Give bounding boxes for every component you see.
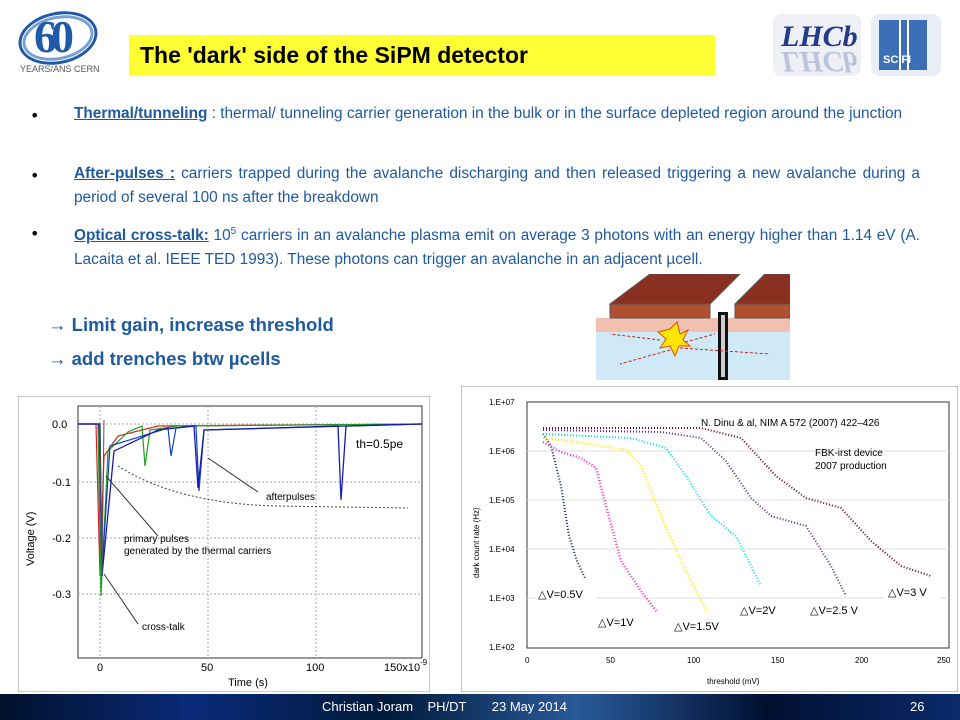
bullet-dot: • [30, 166, 40, 185]
scifi-logo: SC FI [871, 14, 941, 76]
dark-count-plot: 1.E+07 1.E+06 1.E+05 1.E+04 1.E+03 1.E+0… [461, 386, 958, 692]
afterpulse-oscilloscope-plot: 0.0 -0.1 -0.2 -0.3 0 50 100 150x10 -9 Ti… [18, 396, 430, 692]
ytick-label: 1.E+02 [489, 643, 515, 652]
photon-path [679, 347, 771, 355]
cell-side-right [734, 303, 790, 319]
series-label-2.5V: △V=2.5 V [810, 605, 859, 617]
photon-path [684, 333, 716, 343]
reference-citation: N. Dinu & al, NIM A 572 (2007) 422–426 [701, 418, 880, 429]
ytick-label: 1.E+06 [489, 447, 515, 456]
series-label-3V: △V=3 V [888, 587, 927, 599]
device-label: FBK-irst device [815, 448, 883, 459]
bullet-text: carriers in an avalanche plasma emit on … [74, 227, 920, 269]
annotation-crosstalk: cross-talk [142, 622, 186, 633]
bullet-text: carriers trapped during the avalanche di… [74, 165, 920, 206]
trench-fill [721, 315, 725, 377]
xtick-label: 50 [201, 662, 213, 674]
y-axis-label: dark count rate (Hz) [472, 507, 481, 578]
bullet-text: : thermal/ tunneling carrier generation … [207, 105, 903, 122]
arrow-crosstalk [103, 573, 139, 625]
xtick-exponent: -9 [420, 658, 428, 667]
footer-author: Christian Joram [322, 699, 414, 714]
term-afterpulses: After-pulses : [74, 165, 176, 182]
curve-3V [543, 427, 932, 577]
term-thermal: Thermal/tunneling [74, 105, 208, 122]
xtick-label: 50 [606, 656, 615, 665]
trench-diagram [590, 274, 790, 380]
footer-dept: PH/DT [427, 699, 467, 714]
avalanche-burst [656, 321, 692, 358]
ytick-label: 1.E+04 [489, 545, 515, 554]
page-number: 26 [910, 699, 925, 714]
xtick-label: 200 [855, 656, 869, 665]
annotation-afterpulses: afterpulses [266, 492, 315, 503]
bullet-afterpulses: After-pulses : carriers trapped during t… [74, 162, 920, 210]
curve-1.5V [542, 436, 710, 613]
trace-crosstalk [99, 419, 105, 575]
conclusion-gain: → Limit gain, increase threshold [48, 314, 334, 335]
footer-info: Christian Joram PH/DT 23 May 2014 [322, 699, 567, 714]
conclusion-trenches: → add trenches btw µcells [48, 348, 281, 369]
ytick-label: -0.1 [52, 477, 71, 489]
series-label-2V: △V=2V [740, 605, 776, 617]
ytick-label: -0.2 [52, 533, 71, 545]
curve-0.5V [542, 433, 586, 579]
annotation-thermal: generated by the thermal carriers [124, 546, 271, 557]
ytick-label: 0.0 [52, 419, 67, 431]
ytick-label: 1.E+07 [489, 398, 515, 407]
trace-green [78, 423, 423, 597]
slide-title: The 'dark' side of the SiPM detector [140, 42, 528, 68]
arrow-primary [105, 475, 159, 537]
xtick-label: 150x10 [384, 662, 420, 674]
bullet-thermal: Thermal/tunneling : thermal/ tunneling c… [74, 102, 920, 126]
bullet-dot: • [30, 106, 40, 125]
ytick-label: 1.E+05 [489, 496, 515, 505]
x-axis-label: Time (s) [228, 677, 268, 689]
bullet-text: 10 [208, 227, 231, 245]
footer-bar [0, 694, 960, 720]
bullet-dot: • [30, 224, 40, 243]
xtick-label: 0 [97, 662, 103, 674]
device-label: 2007 production [815, 461, 887, 472]
xtick-label: 150 [771, 656, 785, 665]
lhcb-logo: LHCb LHCb [773, 14, 861, 78]
series-label-0.5V: △V=0.5V [538, 589, 584, 601]
annotation-primary: primary pulses [124, 534, 189, 545]
x-axis-label: threshold (mV) [707, 677, 760, 686]
xtick-label: 250 [937, 656, 951, 665]
xtick-label: 100 [687, 656, 701, 665]
cern-60-logo: 60 YEARS/ANS CERN [13, 4, 114, 78]
term-crosstalk: Optical cross-talk: [74, 227, 209, 245]
arrow-afterpulses [207, 457, 259, 493]
ytick-label: -0.3 [52, 589, 71, 601]
cell-side-left [609, 303, 711, 319]
xtick-label: 0 [525, 656, 530, 665]
series-label-1V: △V=1V [598, 617, 634, 629]
depletion-layer [596, 318, 790, 332]
superscript: 5 [230, 226, 237, 237]
footer-date: 23 May 2014 [491, 699, 567, 714]
curve-2.5V [542, 429, 847, 597]
y-axis-label: Voltage (V) [25, 512, 37, 566]
curve-1V [542, 440, 658, 613]
bullet-crosstalk: Optical cross-talk: 105 carriers in an a… [74, 220, 920, 272]
photon-path [619, 349, 671, 365]
xtick-label: 100 [306, 662, 324, 674]
photon-path [609, 333, 661, 341]
ytick-label: 1.E+03 [489, 594, 515, 603]
title-banner [129, 35, 715, 76]
series-label-1.5V: △V=1.5V [674, 621, 720, 633]
annotation-threshold: th=0.5pe [356, 437, 403, 451]
